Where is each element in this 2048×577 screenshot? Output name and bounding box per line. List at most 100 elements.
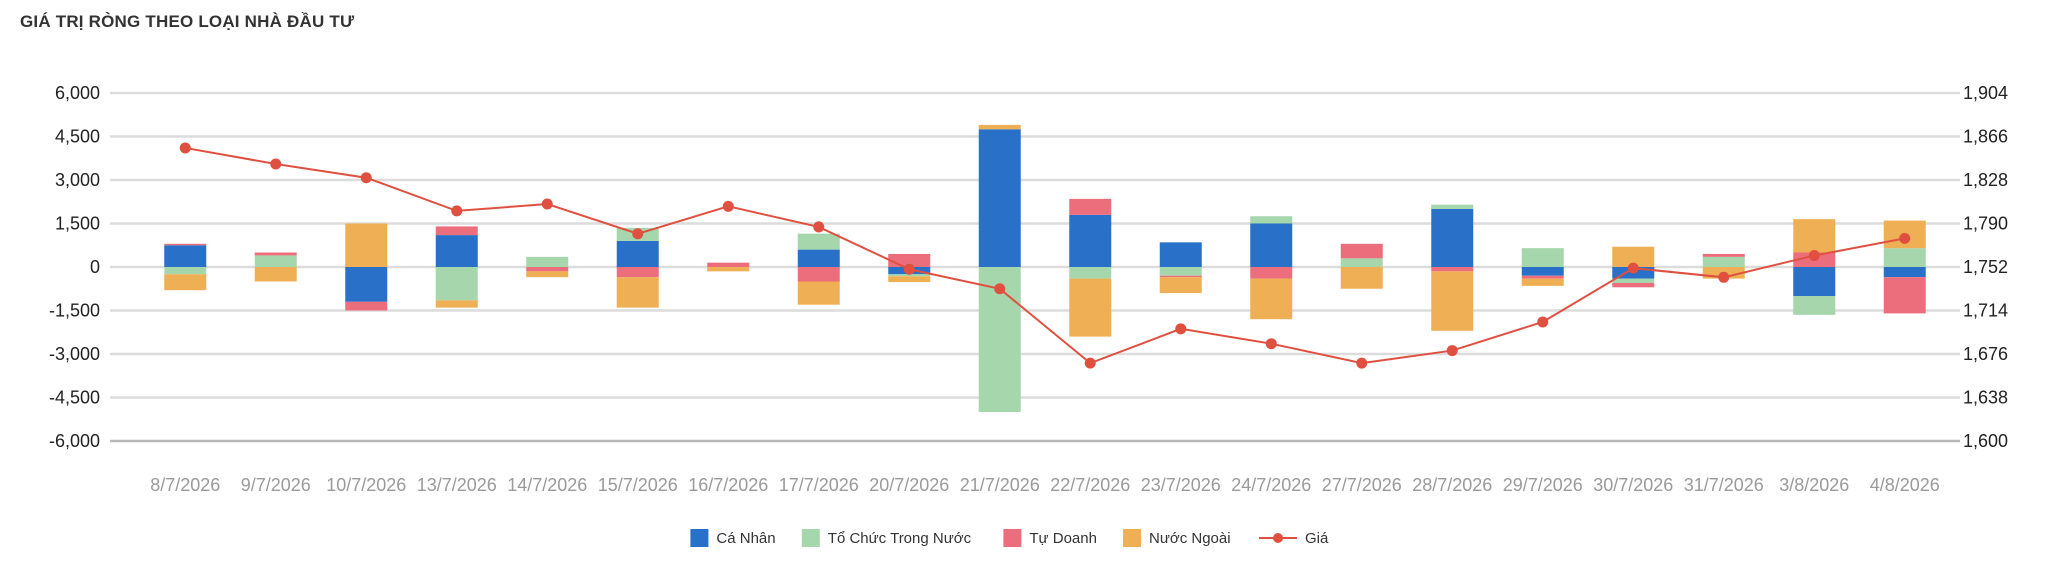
bar-to-chuc-trong-nuoc[interactable] [888, 274, 931, 277]
bar-nuoc-ngoai[interactable] [526, 271, 569, 278]
bar-tu-doanh[interactable] [1340, 243, 1383, 259]
bar-nuoc-ngoai[interactable] [164, 274, 207, 291]
bar-nuoc-ngoai[interactable] [435, 300, 478, 308]
bar-nuoc-ngoai[interactable] [707, 267, 750, 272]
bar-nuoc-ngoai[interactable] [1340, 267, 1383, 289]
bar-tu-doanh[interactable] [1883, 277, 1926, 314]
bar-tu-doanh[interactable] [435, 226, 478, 236]
bar-to-chuc-trong-nuoc[interactable] [435, 267, 478, 301]
bar-to-chuc-trong-nuoc[interactable] [1612, 278, 1655, 283]
bar-to-chuc-trong-nuoc[interactable] [1793, 296, 1836, 315]
price-point[interactable] [813, 221, 825, 233]
bar-tu-doanh[interactable] [1702, 253, 1745, 257]
bar-ca-nhan[interactable] [345, 267, 388, 302]
bar-nuoc-ngoai[interactable] [1521, 278, 1564, 286]
price-point[interactable] [632, 228, 644, 240]
bar-nuoc-ngoai[interactable] [1069, 278, 1112, 337]
price-point[interactable] [179, 142, 191, 154]
bar-tu-doanh[interactable] [707, 262, 750, 267]
price-point[interactable] [1627, 262, 1639, 274]
bar-nuoc-ngoai[interactable] [345, 223, 388, 268]
bar-tu-doanh[interactable] [1521, 275, 1564, 279]
price-point[interactable] [360, 172, 372, 184]
price-point[interactable] [1899, 232, 1911, 244]
price-point[interactable] [1718, 271, 1730, 283]
x-tick-label: 10/7/2026 [326, 475, 406, 495]
price-point[interactable] [994, 283, 1006, 295]
x-tick-label: 14/7/2026 [507, 475, 587, 495]
legend-label[interactable]: Tự Doanh [1029, 530, 1097, 547]
bar-nuoc-ngoai[interactable] [1612, 246, 1655, 267]
legend-label[interactable]: Nước Ngoài [1149, 530, 1231, 547]
bar-ca-nhan[interactable] [435, 235, 478, 267]
bar-tu-doanh[interactable] [526, 267, 569, 272]
legend-label[interactable]: Tổ Chức Trong Nước [828, 530, 972, 547]
bar-nuoc-ngoai[interactable] [978, 124, 1021, 130]
bar-tu-doanh[interactable] [1159, 275, 1202, 278]
bar-tu-doanh[interactable] [164, 243, 207, 246]
price-point[interactable] [722, 200, 734, 212]
bar-nuoc-ngoai[interactable] [254, 267, 297, 282]
bar-ca-nhan[interactable] [1250, 223, 1293, 268]
legend-label[interactable]: Giá [1305, 530, 1329, 547]
price-point[interactable] [1265, 338, 1277, 350]
price-point[interactable] [903, 263, 915, 275]
bar-to-chuc-trong-nuoc[interactable] [164, 267, 207, 275]
bar-to-chuc-trong-nuoc[interactable] [1431, 204, 1474, 209]
bar-nuoc-ngoai[interactable] [616, 277, 659, 308]
bar-ca-nhan[interactable] [978, 129, 1021, 267]
bar-tu-doanh[interactable] [1431, 267, 1474, 272]
bar-nuoc-ngoai[interactable] [1793, 219, 1836, 253]
x-tick-label: 22/7/2026 [1050, 475, 1130, 495]
bar-to-chuc-trong-nuoc[interactable] [254, 255, 297, 267]
bar-nuoc-ngoai[interactable] [797, 281, 840, 305]
y-left-tick-label: -4,500 [49, 388, 100, 408]
bar-nuoc-ngoai[interactable] [1159, 277, 1202, 294]
bar-to-chuc-trong-nuoc[interactable] [1883, 248, 1926, 267]
price-point[interactable] [1537, 316, 1549, 328]
price-point[interactable] [270, 158, 282, 170]
x-tick-label: 30/7/2026 [1593, 475, 1673, 495]
bar-tu-doanh[interactable] [1612, 282, 1655, 288]
bar-nuoc-ngoai[interactable] [1431, 271, 1474, 331]
bar-ca-nhan[interactable] [1159, 242, 1202, 267]
bar-tu-doanh[interactable] [1250, 267, 1293, 279]
bar-ca-nhan[interactable] [1431, 209, 1474, 267]
price-point[interactable] [541, 198, 553, 210]
y-left-tick-label: -3,000 [49, 344, 100, 364]
bar-to-chuc-trong-nuoc[interactable] [1159, 267, 1202, 276]
x-tick-label: 28/7/2026 [1412, 475, 1492, 495]
bar-nuoc-ngoai[interactable] [1250, 278, 1293, 320]
bar-ca-nhan[interactable] [1883, 267, 1926, 278]
price-point[interactable] [1808, 250, 1820, 262]
legend-label[interactable]: Cá Nhân [716, 530, 775, 547]
bar-tu-doanh[interactable] [254, 252, 297, 256]
bar-nuoc-ngoai[interactable] [888, 276, 931, 283]
legend-swatch [690, 529, 709, 547]
bar-to-chuc-trong-nuoc[interactable] [1340, 258, 1383, 267]
bar-ca-nhan[interactable] [797, 249, 840, 267]
bar-to-chuc-trong-nuoc[interactable] [1069, 267, 1112, 279]
bar-ca-nhan[interactable] [164, 245, 207, 267]
y-left-tick-label: 0 [90, 257, 100, 277]
price-point[interactable] [451, 205, 463, 217]
x-tick-label: 23/7/2026 [1141, 475, 1221, 495]
bar-tu-doanh[interactable] [345, 301, 388, 311]
bar-ca-nhan[interactable] [1069, 214, 1112, 267]
bar-tu-doanh[interactable] [1069, 198, 1112, 215]
bar-tu-doanh[interactable] [797, 267, 840, 282]
price-point[interactable] [1175, 323, 1187, 335]
bar-to-chuc-trong-nuoc[interactable] [526, 256, 569, 267]
bar-to-chuc-trong-nuoc[interactable] [1250, 216, 1293, 224]
bar-to-chuc-trong-nuoc[interactable] [1702, 256, 1745, 267]
bar-tu-doanh[interactable] [616, 267, 659, 278]
price-line[interactable] [185, 146, 1905, 365]
bar-ca-nhan[interactable] [1793, 267, 1836, 296]
price-point[interactable] [1084, 357, 1096, 369]
bar-to-chuc-trong-nuoc[interactable] [1521, 248, 1564, 267]
bar-ca-nhan[interactable] [1521, 267, 1564, 276]
bar-to-chuc-trong-nuoc[interactable] [797, 233, 840, 250]
price-point[interactable] [1446, 345, 1458, 357]
price-point[interactable] [1356, 357, 1368, 369]
bar-ca-nhan[interactable] [616, 240, 659, 267]
